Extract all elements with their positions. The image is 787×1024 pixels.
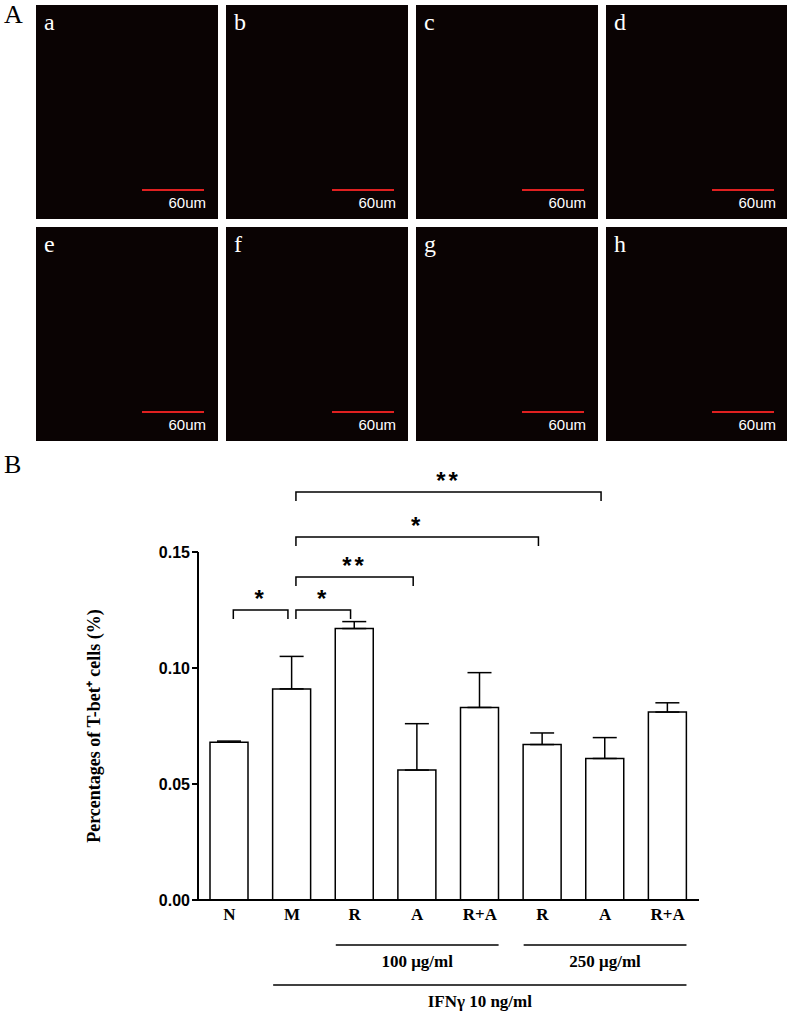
svg-text:Percentages of T-bet⁺ cells (%: Percentages of T-bet⁺ cells (%) (84, 609, 105, 843)
html-text:d: d (614, 9, 626, 35)
html-text:60um: 60um (168, 416, 206, 433)
html-text:e: e (44, 231, 55, 257)
svg-text:0.15: 0.15 (159, 544, 190, 561)
svg-text:N: N (223, 905, 236, 924)
html-text:b: b (234, 9, 246, 35)
svg-text:250 μg/ml: 250 μg/ml (569, 952, 641, 971)
html-text:c: c (424, 9, 435, 35)
html-text:60um: 60um (738, 416, 776, 433)
html-text:h: h (614, 231, 626, 257)
html-text:g: g (424, 231, 436, 257)
svg-text:A: A (599, 905, 612, 924)
svg-text:*: * (254, 585, 266, 612)
html-text:f: f (234, 231, 242, 257)
svg-text:0.00: 0.00 (159, 892, 190, 909)
svg-text:R+A: R+A (463, 905, 498, 924)
html-text:60um: 60um (548, 416, 586, 433)
html-text:60um: 60um (738, 194, 776, 211)
svg-text:M: M (284, 905, 300, 924)
html-text:60um: 60um (358, 416, 396, 433)
html-text:a: a (44, 9, 55, 35)
html-text:60um: 60um (548, 194, 586, 211)
svg-text:100 μg/ml: 100 μg/ml (381, 952, 453, 971)
svg-text:0.05: 0.05 (159, 776, 190, 793)
svg-text:**: ** (342, 552, 367, 579)
svg-text:R+A: R+A (651, 905, 686, 924)
svg-text:R: R (348, 905, 361, 924)
html-text:B: B (4, 450, 22, 479)
svg-text:*: * (411, 512, 423, 539)
html-text:60um: 60um (358, 194, 396, 211)
html-text:A: A (4, 0, 23, 29)
svg-text:IFNγ 10 ng/ml: IFNγ 10 ng/ml (428, 992, 533, 1011)
svg-text:*: * (317, 585, 329, 612)
svg-text:**: ** (436, 467, 461, 494)
svg-text:0.10: 0.10 (159, 660, 190, 677)
svg-text:A: A (411, 905, 424, 924)
svg-text:R: R (536, 905, 549, 924)
html-text:60um: 60um (168, 194, 206, 211)
